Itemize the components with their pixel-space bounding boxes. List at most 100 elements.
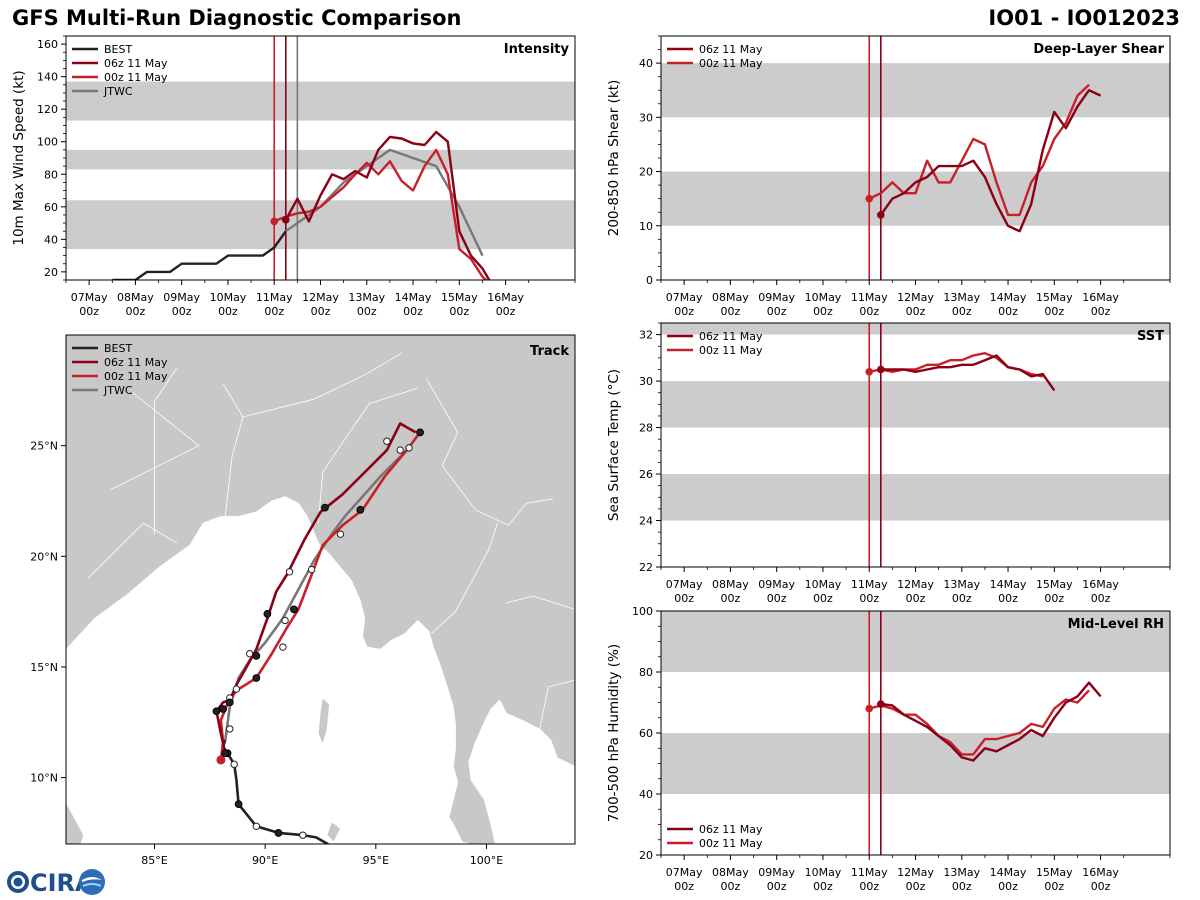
rh-xtick-label: 14May <box>990 866 1027 879</box>
rh-xtick-label: 10May <box>805 866 842 879</box>
rh-ytick-label: 40 <box>639 788 653 801</box>
sst-xtick-label: 15May <box>1036 578 1073 591</box>
storm-id-title: IO01 - IO012023 <box>988 6 1180 30</box>
intensity-xtick-label-hour: 00z <box>449 305 469 318</box>
shear-xtick-label: 11May <box>851 291 888 304</box>
shear-xtick-label: 12May <box>897 291 934 304</box>
rh-panel-title: Mid-Level RH <box>1068 617 1164 632</box>
rh-xtick-label-hour: 00z <box>1044 880 1064 893</box>
intensity-band-0 <box>66 200 575 250</box>
sst-series-06z-11-may <box>880 354 1056 392</box>
admin-border-4 <box>426 379 553 526</box>
track-xtick-label: 90°E <box>252 854 278 867</box>
rh-xtick-label-hour: 00z <box>952 880 972 893</box>
intensity-ytick-label: 20 <box>44 266 58 279</box>
intensity-xtick-label-hour: 00z <box>79 305 99 318</box>
sst-marker-00z-11-may <box>865 368 874 376</box>
intensity-ytick-label: 60 <box>44 201 58 214</box>
track-point-06z-11-may <box>383 437 391 445</box>
sst-xtick-label: 14May <box>990 578 1027 591</box>
legend-label-jtwc: JTWC <box>103 85 133 98</box>
intensity-ytick-label: 80 <box>44 168 58 181</box>
intensity-xtick-label-hour: 00z <box>357 305 377 318</box>
track-point-06z-11-may <box>225 698 234 707</box>
rh-band-1 <box>661 611 1170 672</box>
track-point-best <box>230 760 238 769</box>
rh-xtick-label: 08May <box>712 866 749 879</box>
legend-label-06z-11-may: 06z 11 May <box>699 330 763 343</box>
intensity-xtick-label: 12May <box>302 291 339 304</box>
admin-border-0 <box>154 367 178 535</box>
legend-label-06z-11-may: 06z 11 May <box>104 356 168 369</box>
track-point-jtwc <box>281 616 289 625</box>
track-point-06z-11-may <box>321 503 329 512</box>
sst-xtick-label: 12May <box>897 578 934 591</box>
intensity-series-06z-11-may <box>284 130 491 280</box>
rh-xtick-label-hour: 00z <box>767 880 787 893</box>
rh-xtick-label-hour: 00z <box>906 880 926 893</box>
rh-xtick-label-hour: 00z <box>674 880 694 893</box>
intensity-panel: 07May00z08May00z09May00z10May00z11May00z… <box>11 35 576 318</box>
track-ytick-label: 15°N <box>30 661 58 674</box>
sst-band-1 <box>661 381 1170 428</box>
legend-label-best: BEST <box>104 43 132 56</box>
track-point-06z-11-may <box>212 707 221 716</box>
rh-marker-00z-11-may <box>865 704 874 713</box>
track-xtick-label: 85°E <box>141 854 167 867</box>
sst-xtick-label: 10May <box>805 578 842 591</box>
legend-label-jtwc: JTWC <box>103 384 133 397</box>
shear-xtick-label: 16May <box>1082 291 1119 304</box>
intensity-xtick-label-hour: 00z <box>172 305 192 318</box>
sst-xtick-label-hour: 00z <box>998 592 1018 605</box>
land-nicobar-islands <box>326 821 341 843</box>
intensity-xtick-label: 08May <box>117 291 154 304</box>
shear-panel-title: Deep-Layer Shear <box>1033 42 1164 57</box>
shear-xtick-label: 13May <box>943 291 980 304</box>
intensity-xtick-label: 15May <box>441 291 478 304</box>
rh-xtick-label: 09May <box>758 866 795 879</box>
intensity-xtick-label: 07May <box>71 291 108 304</box>
admin-border-3 <box>317 387 419 524</box>
shear-xtick-label: 14May <box>990 291 1027 304</box>
cira-logo-icon: CIRA <box>7 869 105 897</box>
track-point-00z-11-may <box>216 755 226 765</box>
legend-label-best: BEST <box>104 342 132 355</box>
shear-band-0 <box>661 171 1170 226</box>
shear-xtick-label-hour: 00z <box>674 305 694 318</box>
admin-border-1 <box>222 383 244 517</box>
intensity-marker-00z-11-may <box>270 217 279 226</box>
sst-panel: 07May00z08May00z09May00z10May00z11May00z… <box>606 322 1171 605</box>
admin-border-9 <box>87 522 177 579</box>
admin-border-8 <box>110 392 200 491</box>
intensity-plot-area <box>66 36 575 280</box>
intensity-band-2 <box>66 81 575 121</box>
intensity-xtick-label: 11May <box>256 291 293 304</box>
sst-band-0 <box>661 474 1170 521</box>
shear-band-1 <box>661 63 1170 118</box>
rh-xtick-label: 15May <box>1036 866 1073 879</box>
shear-plot-area <box>661 36 1170 280</box>
rh-xtick-label: 11May <box>851 866 888 879</box>
intensity-xtick-label-hour: 00z <box>218 305 238 318</box>
sst-xtick-label: 16May <box>1082 578 1119 591</box>
intensity-xtick-label: 10May <box>210 291 247 304</box>
shear-xtick-label-hour: 00z <box>1091 305 1111 318</box>
shear-xtick-label-hour: 00z <box>813 305 833 318</box>
intensity-xtick-label: 13May <box>348 291 385 304</box>
rh-xtick-label: 16May <box>1082 866 1119 879</box>
rh-xtick-label-hour: 00z <box>1091 880 1111 893</box>
sst-ylabel: Sea Surface Temp (°C) <box>606 369 622 521</box>
track-point-06z-11-may <box>263 609 272 618</box>
track-point-jtwc <box>405 444 413 452</box>
shear-xtick-label-hour: 00z <box>721 305 741 318</box>
rh-band-0 <box>661 733 1170 794</box>
sst-xtick-label: 13May <box>943 578 980 591</box>
intensity-xtick-label-hour: 00z <box>311 305 331 318</box>
rh-ytick-label: 20 <box>639 849 653 862</box>
shear-series-06z-11-may <box>879 88 1102 233</box>
rh-marker-06z-11-may <box>876 700 885 708</box>
admin-border-5 <box>430 522 498 635</box>
shear-ylabel: 200-850 hPa Shear (kt) <box>606 80 622 237</box>
rh-xtick-label: 12May <box>897 866 934 879</box>
legend-label-06z-11-may: 06z 11 May <box>104 57 168 70</box>
